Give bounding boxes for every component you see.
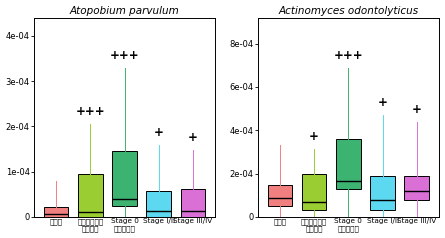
Title: Actinomyces odontolyticus: Actinomyces odontolyticus [278,5,418,15]
Bar [267,185,292,206]
Text: +: + [378,96,388,109]
Bar [78,174,103,217]
Text: +: + [309,130,319,143]
Text: +++: +++ [109,49,139,62]
Text: +++: +++ [76,105,105,118]
Bar [336,139,361,189]
Bar [112,151,137,206]
Text: +: + [188,131,198,144]
Title: Atopobium parvulum: Atopobium parvulum [69,5,179,15]
Text: +++: +++ [334,49,363,62]
Bar [181,189,205,217]
Bar [370,176,395,210]
Text: +: + [154,126,164,139]
Bar [302,174,327,210]
Bar [405,176,429,199]
Bar [146,191,171,217]
Text: +: + [412,103,422,116]
Bar [44,207,69,217]
